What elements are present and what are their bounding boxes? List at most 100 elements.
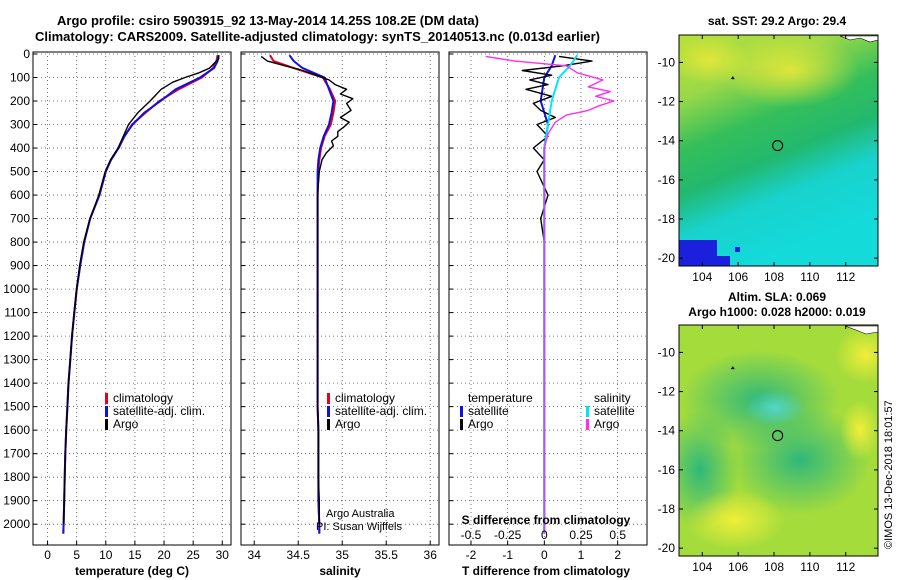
map-y-tick-label: -10: [658, 345, 676, 359]
y-tick-label: 1600: [3, 423, 30, 437]
map-y-tick-label: -14: [658, 134, 676, 148]
y-tick-label: 2000: [3, 517, 30, 531]
y-tick-label: 1000: [3, 282, 30, 296]
s-tick-label: 0.5: [609, 528, 626, 542]
sla-yellow-patch: [840, 400, 878, 460]
argo-australia-credit: Argo Australia: [326, 508, 395, 520]
sst-warm-patch: [679, 35, 750, 85]
y-tick-label: 1500: [3, 400, 30, 414]
map-x-tick-label: 104: [692, 560, 712, 574]
legend-swatch-satellite: [105, 406, 108, 417]
island-marker: [730, 366, 735, 370]
header-line-2: Climatology: CARS2009. Satellite-adjuste…: [35, 29, 600, 44]
sst-cold-patch: [735, 247, 740, 252]
x-tick-label: 0: [541, 548, 548, 562]
y-tick-label: 900: [10, 259, 30, 273]
difference-legend-temperature: temperature satellite Argo: [460, 391, 533, 431]
s-tick-label: -0.25: [494, 528, 522, 542]
sla-map-subtitle: Argo h1000: 0.028 h2000: 0.019: [688, 305, 866, 319]
sla-cyan-patch: [745, 390, 805, 426]
sst-cold-patch: [716, 256, 730, 266]
sla-green-patch: [730, 405, 870, 515]
map-y-tick-label: -16: [658, 463, 676, 477]
map-x-tick-label: 106: [728, 270, 748, 284]
s-difference-label: S difference from climatology: [462, 513, 631, 527]
map-y-tick-label: -16: [658, 173, 676, 187]
legend-s-argo: Argo: [594, 417, 620, 431]
x-tick-label: 35: [336, 548, 350, 562]
map-x-tick-label: 110: [800, 270, 819, 284]
y-tick-label: 800: [10, 235, 30, 249]
map-x-tick-label: 110: [800, 560, 819, 574]
x-tick-label: 1: [578, 548, 585, 562]
x-tick-label: 34: [248, 548, 262, 562]
imos-timestamp: ©IMOS 13-Dec-2018 18:01:57: [883, 400, 895, 549]
difference-xlabel: T difference from climatology: [462, 564, 630, 578]
legend-t-argo: Argo: [468, 417, 494, 431]
x-tick-label: 15: [128, 548, 142, 562]
series-line-s-argo: [485, 55, 615, 534]
x-tick-label: 30: [216, 548, 230, 562]
y-tick-label: 1700: [3, 447, 30, 461]
difference-legend-salinity: salinity satellite Argo: [586, 391, 635, 431]
series-line-satellite-adj-clim-: [288, 54, 335, 534]
map-x-tick-label: 112: [836, 270, 855, 284]
salinity-xlabel: salinity: [319, 564, 361, 578]
map-x-tick-label: 112: [836, 560, 855, 574]
y-tick-label: 700: [10, 212, 30, 226]
series-line-climatology: [269, 54, 337, 534]
s-tick-label: -0.5: [461, 528, 482, 542]
map-y-tick-label: -10: [658, 55, 676, 69]
header-line-1: Argo profile: csiro 5903915_92 13-May-20…: [57, 13, 479, 28]
x-tick-label: 5: [73, 548, 80, 562]
y-tick-label: 1400: [3, 376, 30, 390]
difference-panel-frame: [448, 51, 648, 546]
y-tick-label: 1900: [3, 494, 30, 508]
y-tick-label: 200: [10, 94, 30, 108]
y-tick-label: 100: [10, 71, 30, 85]
map-y-tick-label: -14: [658, 424, 676, 438]
argo-position-marker: [772, 140, 784, 152]
map-y-tick-label: -12: [658, 95, 676, 109]
legend-swatch-argo: [327, 419, 330, 430]
y-tick-label: 1200: [3, 329, 30, 343]
salinity-legend: climatology satellite-adj. clim. Argo: [327, 391, 427, 431]
s-tick-label: 0: [541, 528, 548, 542]
sla-map: Altim. SLA: 0.069 Argo h1000: 0.028 h200…: [658, 290, 879, 574]
series-line-argo: [62, 55, 220, 525]
map-x-tick-label: 106: [728, 560, 748, 574]
legend-swatch-t-satellite: [460, 406, 463, 417]
y-tick-label: 500: [10, 165, 30, 179]
legend-s-satellite: satellite: [594, 404, 635, 418]
sst-map-title: sat. SST: 29.2 Argo: 29.4: [708, 14, 847, 28]
sla-map-frame: [678, 324, 879, 557]
map-y-tick-label: -12: [658, 385, 676, 399]
y-tick-label: 0: [23, 47, 30, 61]
x-tick-label: 2: [614, 548, 621, 562]
profile-lines: [62, 54, 615, 534]
sst-map-frame: [678, 34, 879, 267]
series-line-climatology: [62, 55, 219, 534]
legend-salinity-title: salinity: [594, 391, 631, 405]
y-tick-label: 300: [10, 118, 30, 132]
x-tick-label: 36: [424, 548, 438, 562]
legend-t-satellite: satellite: [468, 404, 509, 418]
legend-satellite: satellite-adj. clim.: [113, 404, 205, 418]
y-tick-label: 1300: [3, 353, 30, 367]
legend-swatch-climatology: [327, 393, 330, 404]
y-tick-label: 400: [10, 141, 30, 155]
sla-map-ticks: 104 106 108 110 112 -10 -12 -14 -16 -18 -20: [658, 325, 878, 574]
y-tick-label: 1800: [3, 470, 30, 484]
temperature-legend: climatology satellite-adj. clim. Argo: [105, 391, 205, 431]
island-marker: [730, 76, 735, 80]
map-x-tick-label: 108: [764, 270, 784, 284]
coastline-shape: [839, 35, 878, 43]
map-y-tick-label: -18: [658, 212, 676, 226]
map-y-tick-label: -18: [658, 502, 676, 516]
y-tick-label: 600: [10, 188, 30, 202]
legend-temperature-title: temperature: [468, 391, 533, 405]
argo-position-marker: [772, 430, 784, 442]
map-y-tick-label: -20: [658, 541, 676, 555]
legend-argo: Argo: [335, 417, 361, 431]
